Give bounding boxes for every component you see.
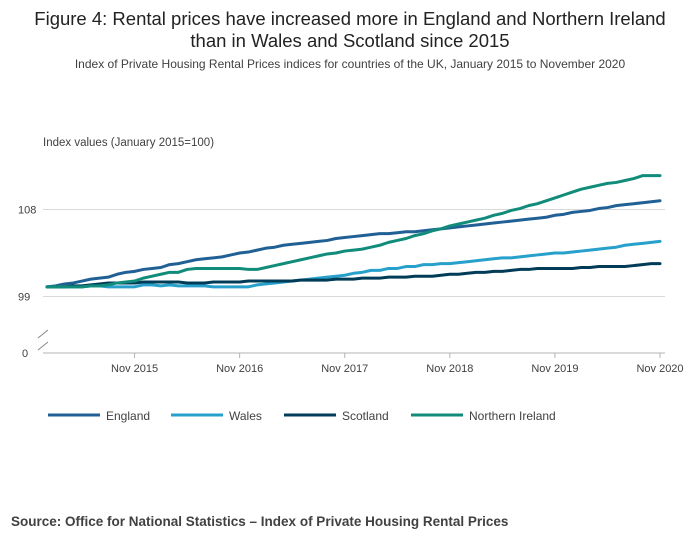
series-group xyxy=(45,174,662,289)
legend-label-scotland: Scotland xyxy=(342,409,389,423)
y-tick-label: 108 xyxy=(18,205,36,217)
legend-label-wales: Wales xyxy=(229,409,262,423)
axis-break-mark xyxy=(37,329,49,339)
source-note: Source: Office for National Statistics –… xyxy=(11,514,509,529)
series-line-northern-ireland xyxy=(45,174,662,289)
legend-label-northern-ireland: Northern Ireland xyxy=(469,409,556,423)
x-tick-label: Nov 2016 xyxy=(216,363,263,375)
series-line-scotland xyxy=(45,262,662,289)
y-tick-label: 99 xyxy=(18,292,30,304)
axes: 99 108 0 Nov 2015 Nov 2016 Nov 2017 Nov 2018 No… xyxy=(18,205,684,376)
series-line-wales xyxy=(45,239,662,289)
legend: England Wales Scotland Northern Ireland xyxy=(48,409,556,423)
x-tick-label: Nov 2017 xyxy=(321,363,368,375)
chart-subtitle: Index of Private Housing Rental Prices i… xyxy=(74,57,626,71)
series-line-england xyxy=(45,199,662,289)
grid-lines xyxy=(43,209,665,297)
x-tick-label: Nov 2015 xyxy=(111,363,158,375)
chart-title: Figure 4: Rental prices have increased m… xyxy=(34,8,666,51)
legend-label-england: England xyxy=(106,409,150,423)
y-axis-title: Index values (January 2015=100) xyxy=(43,137,214,149)
x-tick-label: Nov 2020 xyxy=(636,363,683,375)
y-zero-label: 0 xyxy=(22,348,28,360)
x-tick-label: Nov 2018 xyxy=(426,363,473,375)
x-tick-label: Nov 2019 xyxy=(531,363,578,375)
axis-break-mark xyxy=(37,341,49,351)
